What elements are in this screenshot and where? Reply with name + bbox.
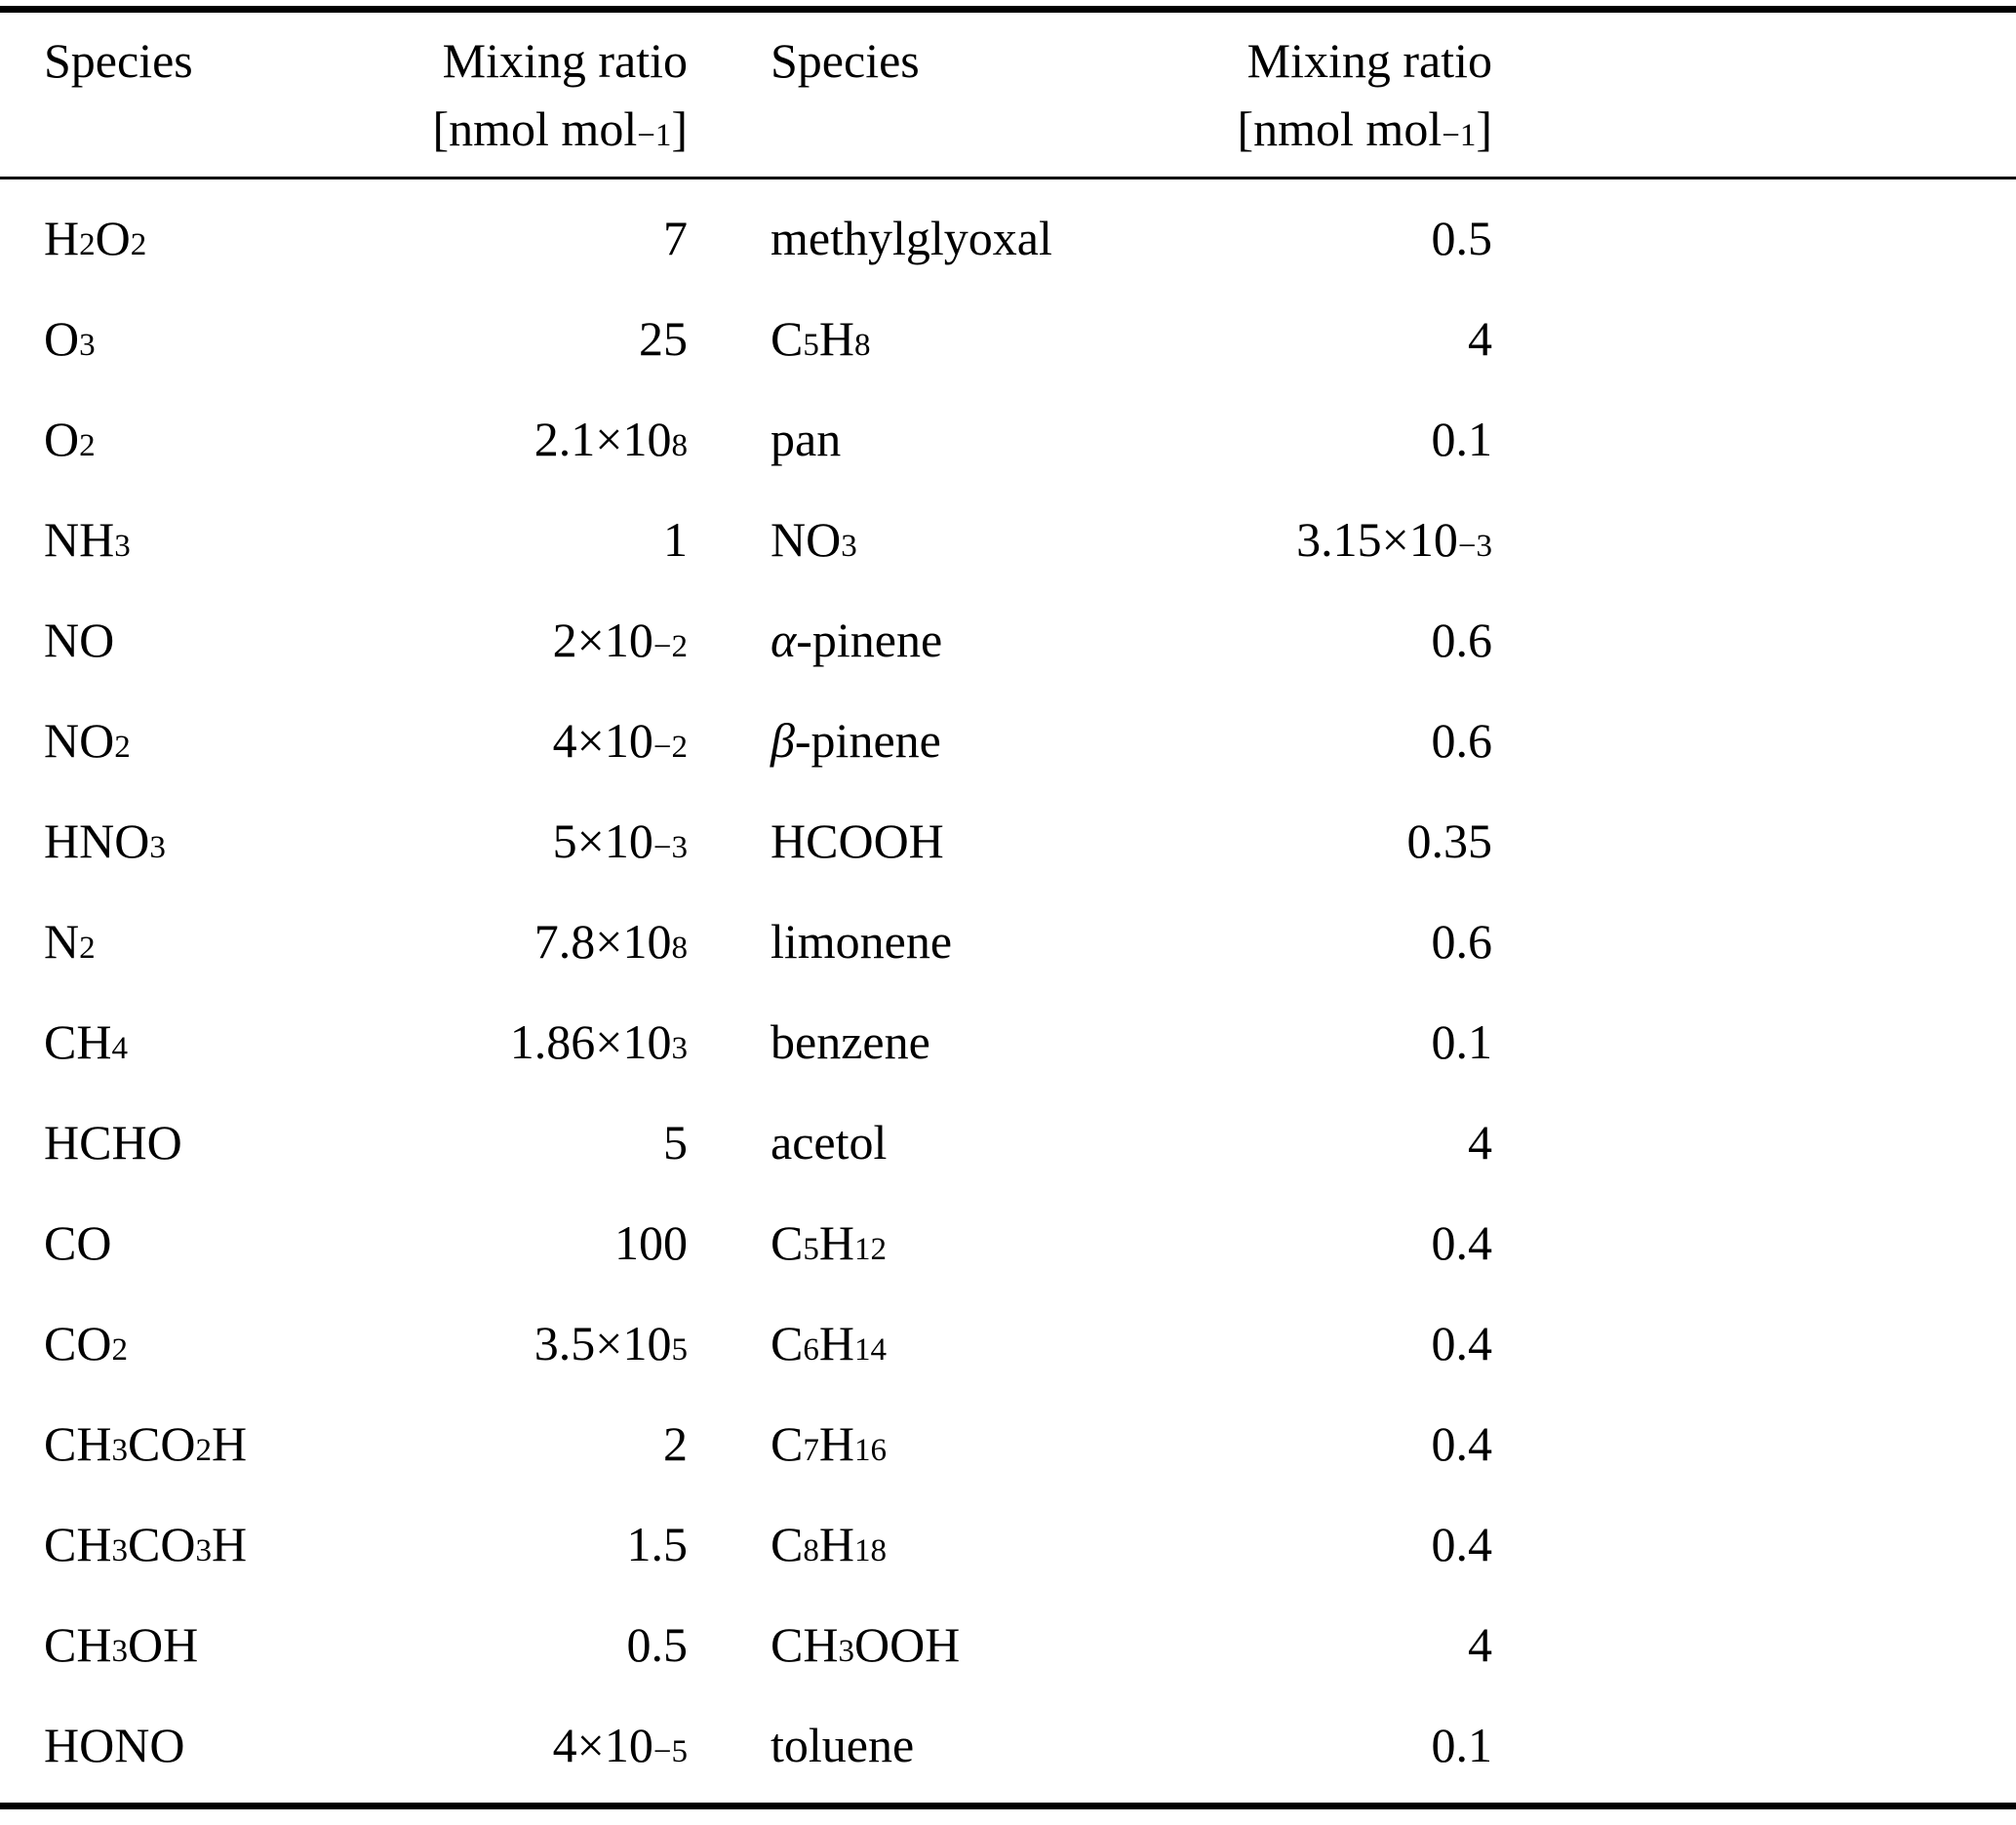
species-cell: C5H12 xyxy=(771,1214,887,1270)
header-mixing-ratio-right: Mixing ratio [nmol mol−1] xyxy=(1200,26,1493,163)
species-cell: O3 xyxy=(44,310,96,366)
value-cell: 0.35 xyxy=(1406,813,1493,868)
species-cell: H2O2 xyxy=(44,210,147,265)
bottom-rule xyxy=(0,1803,2016,1809)
species-cell: methylglyoxal xyxy=(771,210,1052,265)
value-cell: 7 xyxy=(663,210,688,265)
value-cell: 0.5 xyxy=(626,1616,689,1672)
value-cell: 25 xyxy=(639,310,688,366)
species-cell: NO2 xyxy=(44,712,131,768)
value-cell: 4×10−5 xyxy=(552,1717,688,1772)
value-cell: 0.5 xyxy=(1431,210,1493,265)
value-cell: 0.4 xyxy=(1431,1315,1493,1370)
header-mixing-ratio-left: Mixing ratio [nmol mol−1] xyxy=(385,26,689,163)
species-cell: C8H18 xyxy=(771,1516,887,1571)
value-cell: 0.1 xyxy=(1431,1717,1493,1772)
value-cell: 0.6 xyxy=(1431,913,1493,969)
species-cell: CH4 xyxy=(44,1013,128,1069)
value-cell: 7.8×108 xyxy=(534,913,688,969)
species-cell: β-pinene xyxy=(771,712,941,768)
value-cell: 2 xyxy=(663,1415,688,1471)
species-cell: O2 xyxy=(44,411,96,466)
value-cell: 1.5 xyxy=(626,1516,689,1571)
species-cell: C6H14 xyxy=(771,1315,887,1370)
species-cell: CH3CO3H xyxy=(44,1516,248,1571)
header-ratio-label-right: Mixing ratio xyxy=(1246,33,1492,88)
value-cell: 0.6 xyxy=(1431,712,1493,768)
table-body: H2O2 7 methylglyoxal 0.5 O3 25 C5H8 4 O2… xyxy=(0,187,2016,1795)
header-rule xyxy=(0,177,2016,179)
header-unit-label-right: [nmol mol−1] xyxy=(1237,101,1493,156)
value-cell: 0.4 xyxy=(1431,1214,1493,1270)
value-cell: 0.1 xyxy=(1431,1013,1493,1069)
value-cell: 1 xyxy=(663,511,688,567)
value-cell: 3.15×10−3 xyxy=(1296,511,1492,567)
value-cell: 3.5×105 xyxy=(534,1315,688,1370)
top-rule xyxy=(0,6,2016,13)
species-cell: C5H8 xyxy=(771,310,871,366)
value-cell: 4 xyxy=(1468,1616,1492,1672)
value-cell: 2×10−2 xyxy=(552,612,688,667)
species-cell: benzene xyxy=(771,1013,930,1069)
species-cell: C7H16 xyxy=(771,1415,887,1471)
species-cell: HONO xyxy=(44,1717,185,1772)
species-cell: HCHO xyxy=(44,1114,182,1170)
species-cell: CH3OOH xyxy=(771,1616,961,1672)
species-cell: CH3OH xyxy=(44,1616,199,1672)
table-header-row: Species Mixing ratio [nmol mol−1] Specie… xyxy=(0,26,2016,163)
header-species-left: Species xyxy=(44,33,193,88)
species-cell: acetol xyxy=(771,1114,888,1170)
species-cell: HNO3 xyxy=(44,813,166,868)
value-cell: 4 xyxy=(1468,310,1492,366)
species-cell: NO xyxy=(44,612,115,667)
species-cell: α-pinene xyxy=(771,612,943,667)
value-cell: 0.4 xyxy=(1431,1415,1493,1471)
species-cell: pan xyxy=(771,411,842,466)
species-cell: CH3CO2H xyxy=(44,1415,248,1471)
value-cell: 4 xyxy=(1468,1114,1492,1170)
header-ratio-label-left: Mixing ratio xyxy=(442,33,688,88)
species-cell: NH3 xyxy=(44,511,131,567)
value-cell: 5 xyxy=(663,1114,688,1170)
value-cell: 100 xyxy=(614,1214,688,1270)
value-cell: 0.1 xyxy=(1431,411,1493,466)
value-cell: 0.6 xyxy=(1431,612,1493,667)
species-cell: HCOOH xyxy=(771,813,944,868)
species-cell: NO3 xyxy=(771,511,857,567)
species-cell: toluene xyxy=(771,1717,915,1772)
species-cell: CO xyxy=(44,1214,112,1270)
header-species-right: Species xyxy=(771,33,920,88)
value-cell: 4×10−2 xyxy=(552,712,688,768)
value-cell: 1.86×103 xyxy=(509,1013,688,1069)
species-cell: limonene xyxy=(771,913,953,969)
value-cell: 0.4 xyxy=(1431,1516,1493,1571)
value-cell: 5×10−3 xyxy=(552,813,688,868)
species-cell: N2 xyxy=(44,913,96,969)
species-cell: CO2 xyxy=(44,1315,128,1370)
header-unit-label-left: [nmol mol−1] xyxy=(432,101,689,156)
value-cell: 2.1×108 xyxy=(534,411,688,466)
